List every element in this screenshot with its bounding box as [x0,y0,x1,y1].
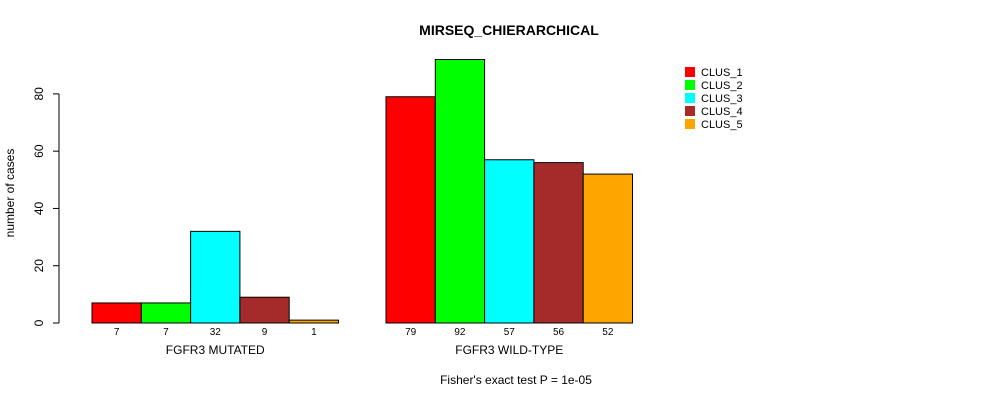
y-axis-label: number of cases [3,149,17,238]
fisher-test-footnote: Fisher's exact test P = 1e-05 [440,373,592,387]
y-tick-label: 0 [32,319,46,326]
legend-swatch [685,106,695,116]
bar-value-label: 1 [311,327,317,338]
bar-clus-2 [434,59,486,324]
bar-value-label: 79 [405,327,417,338]
bar-clus-4 [533,162,584,324]
group-labels: FGFR3 MUTATED FGFR3 WILD-TYPE [166,343,563,357]
y-tick-label: 40 [32,201,46,215]
legend-label: CLUS_2 [701,80,743,92]
group-label: FGFR3 MUTATED [166,343,265,357]
group-label: FGFR3 WILD-TYPE [455,343,563,357]
legend-label: CLUS_5 [701,119,743,131]
legend-label: CLUS_3 [701,93,743,105]
legend-swatch [685,80,695,90]
legend-label: CLUS_1 [701,67,743,79]
bar-value-label: 56 [553,327,565,338]
y-tick-label: 20 [32,259,46,273]
bar-value-label: 32 [210,327,222,338]
bars [91,59,634,324]
bar-clus-2 [140,302,192,324]
bar-value-label: 52 [602,327,614,338]
legend-swatch [685,93,695,103]
bar-value-label: 57 [504,327,516,338]
bar-clus-5 [582,173,634,324]
bar-clus-4 [239,296,290,324]
y-tick-label: 80 [32,87,46,101]
chart-title: MIRSEQ_CHIERARCHICAL [419,22,599,38]
value-labels: 7 7 32 9 1 79 92 57 56 52 [114,327,614,338]
bar-clus-1 [91,302,142,324]
bar-clus-3 [190,230,241,324]
bar-clus-5 [288,319,340,324]
bar-value-label: 7 [114,327,120,338]
bar-value-label: 92 [454,327,466,338]
bar-clus-3 [484,159,535,324]
bar-value-label: 9 [262,327,268,338]
legend-swatch [685,67,695,77]
legend-swatch [685,119,695,129]
bar-value-label: 7 [163,327,169,338]
y-tick-label: 60 [32,144,46,158]
bar-clus-1 [385,96,436,324]
y-axis: 0 20 40 60 80 [32,87,60,326]
legend-label: CLUS_4 [701,106,743,118]
